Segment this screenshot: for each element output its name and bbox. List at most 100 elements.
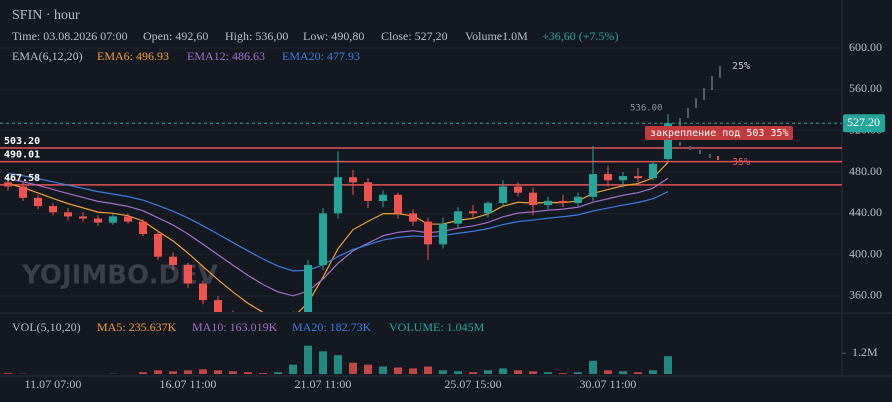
x-tick-label: 25.07 15:00: [444, 377, 501, 391]
ema-line: [7, 177, 669, 297]
y-tick-label: 400.00: [849, 246, 882, 260]
volume-bar: [169, 371, 177, 374]
candle-body: [124, 216, 132, 222]
volume-bar: [589, 360, 597, 374]
candle-body: [199, 283, 207, 301]
candle-body: [304, 264, 312, 312]
candle-body: [379, 194, 387, 201]
open: Open: 492,60: [143, 29, 208, 43]
candle-body: [34, 197, 42, 207]
high-label: 536.00: [630, 104, 663, 114]
vol-legend: MA5: 235.637K: [97, 320, 177, 334]
candle-body: [619, 176, 627, 181]
candle-body: [499, 186, 507, 204]
close: Close: 527,20: [381, 29, 448, 43]
volume-bar: [259, 373, 267, 374]
volume-bar: [349, 362, 357, 374]
volume-bar: [184, 370, 192, 374]
current-price-box: [843, 114, 885, 133]
volume-bar: [229, 371, 237, 374]
y-tick-label: 360.00: [849, 288, 882, 302]
symbol: SFIN · hour: [12, 8, 80, 23]
candle-body: [424, 221, 432, 245]
candle-body: [139, 221, 147, 234]
ema-line: [7, 172, 669, 272]
candle-body: [544, 200, 552, 206]
volume-bar: [649, 370, 657, 374]
candle-body: [364, 182, 372, 201]
candle-body: [49, 206, 57, 213]
volume-bar: [559, 373, 567, 374]
current-price-label: 527.20: [847, 115, 880, 129]
volume-bar: [154, 370, 162, 374]
volume-panel: [4, 345, 672, 374]
vol-legend: MA10: 163.019K: [192, 320, 278, 334]
y-tick-label: 600.00: [849, 40, 882, 54]
ema-legend: EMA20: 477.93: [282, 49, 360, 63]
candle-body: [64, 212, 72, 217]
x-tick-label: 11.07 07:00: [25, 377, 82, 391]
volume-bar: [499, 368, 507, 374]
candle-body: [634, 176, 642, 179]
candle-body: [559, 200, 567, 204]
ema-title: EMA(6,12,20): [12, 49, 83, 63]
candle-body: [214, 300, 222, 312]
level-label: 467.58: [4, 173, 40, 184]
candle-body: [484, 203, 492, 214]
volume-bar: [454, 371, 462, 374]
volume-bar: [139, 372, 147, 374]
high: High: 536,00: [225, 29, 288, 43]
volume-bar: [109, 373, 117, 374]
volume-bar: [334, 355, 342, 374]
y-tick-label: 560.00: [849, 81, 882, 95]
candle-body: [409, 213, 417, 222]
projection-down: 35%: [732, 157, 750, 168]
x-tick-label: 30.07 11:00: [580, 377, 637, 391]
volume-bar: [544, 372, 552, 374]
candle-body: [169, 256, 177, 265]
ema-legend: EMA6: 496.93: [97, 49, 169, 63]
volume-bar: [469, 372, 477, 374]
volume-bar: [634, 372, 642, 374]
level-label: 503.20: [4, 136, 40, 147]
time: Time: 03.08.2026 07:00: [12, 29, 128, 43]
volume-bar: [379, 366, 387, 374]
candle-body: [109, 216, 117, 223]
low: Low: 490,80: [303, 29, 364, 43]
y-tick-label: 440.00: [849, 205, 882, 219]
projection-up: 25%: [732, 61, 750, 72]
candle-body: [184, 264, 192, 284]
volume-bar: [364, 364, 372, 374]
volume-bar: [319, 351, 327, 374]
candle-body: [319, 213, 327, 265]
ema-legend: EMA12: 486.63: [187, 49, 265, 63]
volume-bar: [199, 369, 207, 374]
candle-body: [94, 218, 102, 223]
x-tick-label: 16.07 11:00: [160, 377, 217, 391]
y-tick-label: 480.00: [849, 164, 882, 178]
volume-bar: [4, 373, 12, 374]
level-label: 490.01: [4, 150, 40, 161]
volume-bar: [574, 372, 582, 374]
volume-bar: [439, 370, 447, 374]
volume-bar: [664, 356, 672, 374]
candle-body: [469, 211, 477, 214]
candle-body: [574, 196, 582, 204]
candle-body: [454, 211, 462, 224]
candle-body: [79, 216, 87, 219]
x-tick-label: 21.07 11:00: [295, 377, 352, 391]
candle-body: [154, 234, 162, 257]
candle-body: [664, 123, 672, 159]
ema-line: [7, 161, 669, 312]
volume-bar: [424, 366, 432, 374]
y-tick-label: 1.2M: [852, 345, 878, 359]
note-box: [645, 126, 793, 140]
candle-body: [529, 192, 537, 206]
candle-body: [589, 174, 597, 197]
volume-bar: [529, 371, 537, 374]
candle-body: [439, 223, 447, 245]
vol-legend: MA20: 182.73K: [292, 320, 372, 334]
volume-bar: [274, 372, 282, 374]
candle-body: [394, 194, 402, 214]
